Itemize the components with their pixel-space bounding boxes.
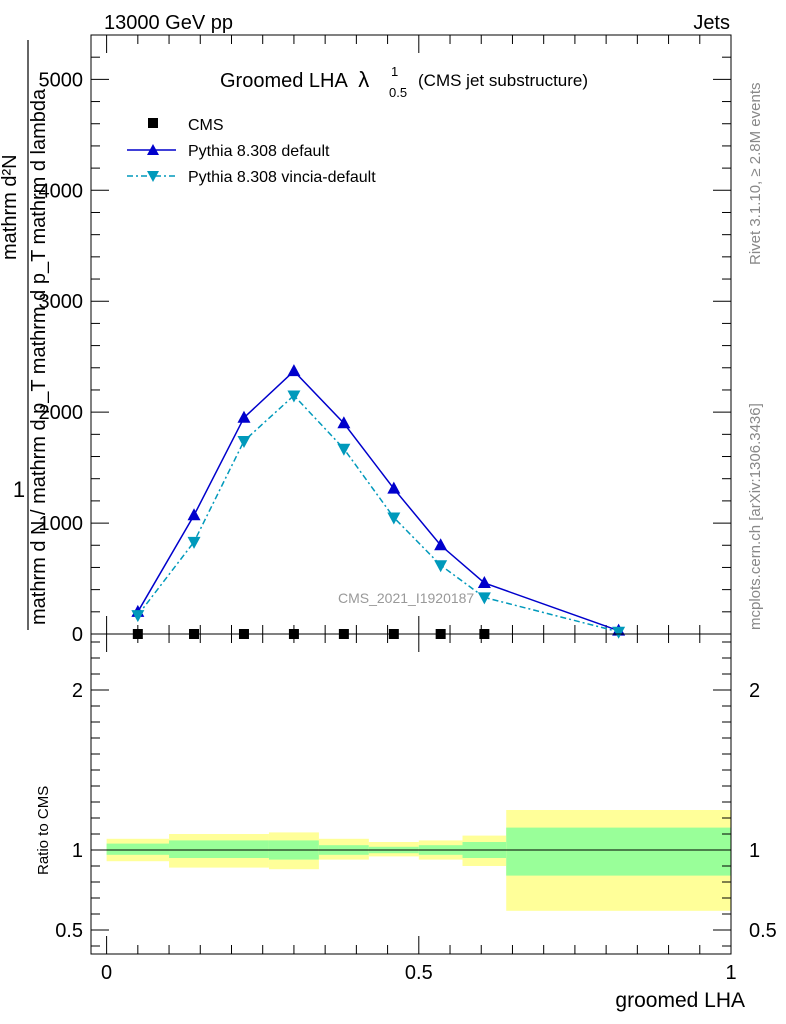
chart-title-sup: 1 <box>391 64 398 79</box>
data-point-vincia <box>131 610 145 623</box>
data-point-vincia <box>187 536 201 549</box>
legend-label-vincia: Pythia 8.308 vincia-default <box>188 169 376 186</box>
header-process: Jets <box>693 12 730 34</box>
ratio-band-stat <box>169 840 219 858</box>
main-y-tick-label: 3000 <box>39 291 84 313</box>
x-tick-label: 1 <box>725 962 736 984</box>
ratio-y-tick-label-right: 0.5 <box>749 920 777 942</box>
main-y-axis-label: 1 mathrm d N / mathrm d p_T mathrm d p_T… <box>0 40 50 630</box>
side-label-rivet: Rivet 3.1.10, ≥ 2.8M events <box>747 83 764 266</box>
data-point-default <box>434 538 448 551</box>
chart-subtitle: (CMS jet substructure) <box>418 71 588 90</box>
ratio-band-stat <box>506 827 731 876</box>
ratio-y-tick-label-right: 1 <box>749 840 760 862</box>
data-point-default <box>287 364 301 377</box>
ratio-axis-ticks <box>91 634 732 954</box>
main-plot-frame <box>90 34 732 635</box>
ratio-plot-frame <box>90 633 732 955</box>
main-y-tick-label: 1000 <box>39 513 84 535</box>
analysis-watermark: CMS_2021_I1920187 <box>338 590 474 606</box>
data-point-vincia <box>434 560 448 573</box>
ratio-y-axis-label: Ratio to CMS <box>35 786 52 875</box>
legend-marker-default <box>147 144 159 155</box>
chart-title-symbol: λ <box>358 67 369 92</box>
legend-label-default: Pythia 8.308 default <box>188 143 330 160</box>
data-point-default <box>237 410 251 423</box>
ratio-band-stat <box>106 843 170 855</box>
ratio-y-tick-label-left: 0.5 <box>55 920 83 942</box>
data-point-default <box>187 508 201 521</box>
legend-marker-vincia <box>147 171 159 182</box>
ratio-band-stat <box>219 840 269 858</box>
legend-label-cms: CMS <box>188 117 224 134</box>
data-point-vincia <box>337 443 351 456</box>
ratio-y-tick-label-left: 1 <box>72 840 83 862</box>
data-point-vincia <box>237 435 251 448</box>
x-axis-label: groomed LHA <box>615 989 745 1012</box>
data-point-vincia <box>477 592 491 605</box>
data-point-default <box>337 416 351 429</box>
chart-title-text: Groomed LHA <box>220 70 348 92</box>
x-tick-label: 0.5 <box>405 962 433 984</box>
ratio-y-tick-labels: 0.5 0.5 1 1 2 2 <box>55 680 777 942</box>
data-point-vincia <box>612 626 626 639</box>
data-point-default <box>387 481 401 494</box>
x-tick-label: 0 <box>101 962 112 984</box>
ratio-x-tick-labels: 0 0.5 1 <box>101 962 737 984</box>
y-label-top: mathrm d²N <box>0 154 21 260</box>
main-axis-ticks <box>91 34 732 635</box>
chart-title: Groomed LHA λ <box>220 67 369 92</box>
main-y-tick-labels: 0 1000 2000 3000 4000 5000 <box>39 69 84 646</box>
ratio-y-tick-label-right: 2 <box>749 680 760 702</box>
main-plot-panel: 0 1000 2000 3000 4000 5000 Groomed LHA λ 1 0.… <box>39 34 732 646</box>
ratio-y-tick-label-left: 2 <box>72 680 83 702</box>
legend: CMS Pythia 8.308 default Pythia 8.308 vi… <box>127 117 376 186</box>
chart-title-sub: 0.5 <box>389 85 407 100</box>
main-y-tick-label: 5000 <box>39 69 84 91</box>
y-label-numerator: 1 <box>13 477 25 502</box>
y-label-denominator: mathrm d N / mathrm d p_T mathrm d p_T m… <box>28 88 50 625</box>
ratio-uncertainty-bands <box>106 810 731 911</box>
data-point-default <box>477 575 491 588</box>
side-label-mcplots: mcplots.cern.ch [arXiv:1306.3436] <box>747 403 764 630</box>
data-point-vincia <box>387 512 401 525</box>
legend-marker-cms <box>148 118 158 128</box>
main-y-tick-label: 4000 <box>39 180 84 202</box>
data-point-vincia <box>287 390 301 403</box>
header-energy: 13000 GeV pp <box>104 12 233 34</box>
main-y-tick-label: 0 <box>72 624 83 646</box>
ratio-plot-panel: 0.5 0.51 12 2 0 0.5 1 <box>55 633 777 984</box>
main-y-tick-label: 2000 <box>39 402 84 424</box>
